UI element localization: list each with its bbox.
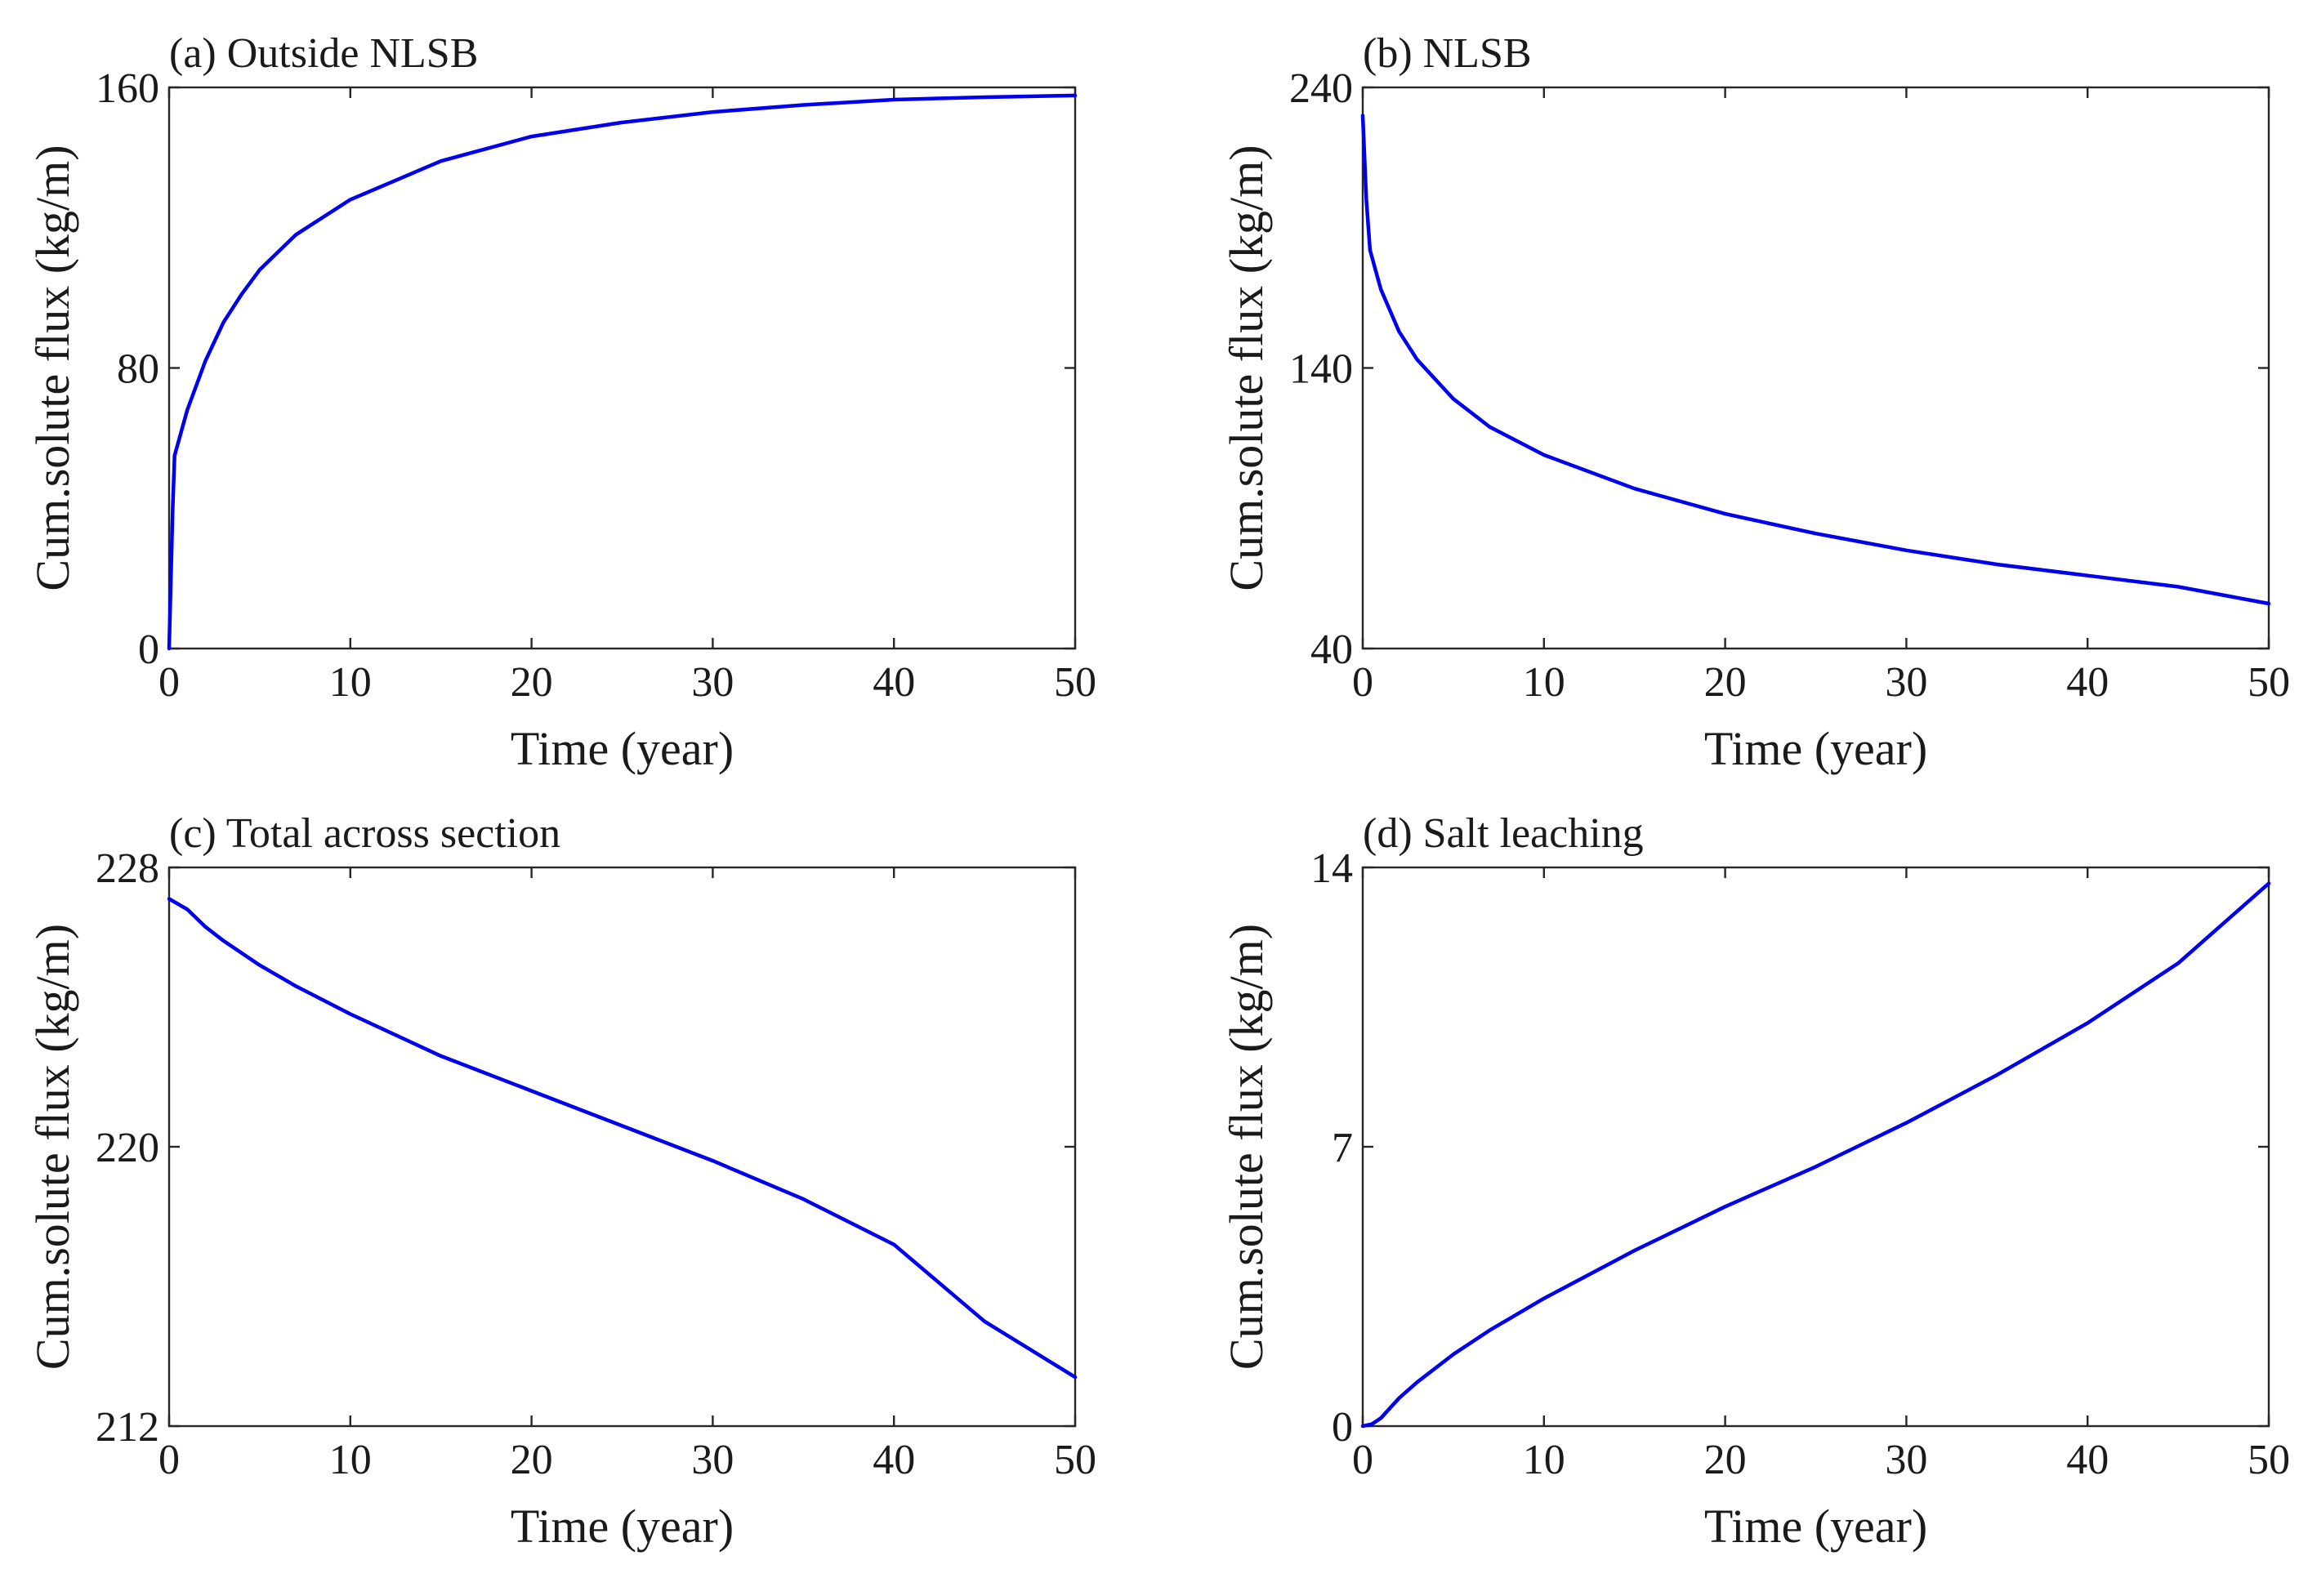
panel-a: 0 10 20 30 40 50 0 80 160 Time (year) Cum.solute f… <box>26 30 1096 775</box>
y-tick-label: 212 <box>96 1404 159 1451</box>
x-tick-label: 0 <box>158 659 180 706</box>
y-tick-label: 0 <box>1332 1404 1353 1451</box>
panel-d: 0 10 20 30 40 50 0 7 14 Time (year) Cum.solute flu… <box>1220 810 2290 1553</box>
x-tick-label: 30 <box>1885 659 1927 706</box>
x-axis-label: Time (year) <box>511 1500 734 1553</box>
y-axis-label: Cum.solute flux (kg/m) <box>1220 924 1273 1370</box>
x-axis-label: Time (year) <box>1704 1500 1927 1553</box>
y-tick-label: 220 <box>96 1125 159 1171</box>
x-tick-label: 0 <box>1352 1437 1373 1483</box>
y-tick-label: 80 <box>117 346 159 393</box>
y-tick-label: 140 <box>1289 346 1353 393</box>
x-tick-label: 20 <box>511 659 553 706</box>
x-tick-label: 50 <box>2248 659 2290 706</box>
x-tick-label: 0 <box>1352 659 1373 706</box>
x-tick-label: 10 <box>329 659 372 706</box>
x-tick-label: 20 <box>1704 659 1747 706</box>
y-tick-label: 40 <box>1310 626 1353 673</box>
plot-frame-b <box>1361 86 2270 650</box>
x-tick-label: 20 <box>511 1437 553 1483</box>
x-axis-label: Time (year) <box>1704 722 1927 775</box>
x-tick-label: 30 <box>1885 1437 1927 1483</box>
x-tick-label: 20 <box>1704 1437 1747 1483</box>
series-line-a <box>167 93 1078 651</box>
series-line-c <box>167 897 1078 1380</box>
panel-title-c: (c) Total across section <box>169 810 560 857</box>
panel-title-d: (d) Salt leaching <box>1363 810 1644 857</box>
plot-frame-d <box>1361 866 2270 1428</box>
y-axis-label: Cum.solute flux (kg/m) <box>26 924 79 1370</box>
x-tick-label: 10 <box>1523 659 1565 706</box>
y-axis-label: Cum.solute flux (kg/m) <box>26 145 79 591</box>
x-tick-label: 40 <box>2066 659 2109 706</box>
y-tick-label: 14 <box>1310 845 1353 892</box>
x-tick-label: 40 <box>873 1437 915 1483</box>
y-tick-label: 240 <box>1289 65 1353 112</box>
plot-frame-c <box>167 866 1077 1428</box>
panel-c: 0 10 20 30 40 50 212 220 228 Time (year) Cum.solut… <box>26 810 1096 1553</box>
y-tick-label: 7 <box>1332 1125 1353 1171</box>
y-tick-label: 0 <box>138 626 159 673</box>
panel-title-b: (b) NLSB <box>1363 30 1532 77</box>
x-tick-label: 0 <box>158 1437 180 1483</box>
y-axis-label: Cum.solute flux (kg/m) <box>1220 145 1273 591</box>
panel-title-a: (a) Outside NLSB <box>169 30 478 77</box>
x-tick-label: 40 <box>2066 1437 2109 1483</box>
x-tick-label: 10 <box>329 1437 372 1483</box>
x-tick-label: 40 <box>873 659 915 706</box>
y-tick-label: 160 <box>96 65 159 112</box>
x-axis-label: Time (year) <box>511 722 734 775</box>
plot-frame-a <box>167 86 1077 650</box>
series-line-b <box>1360 114 2271 606</box>
series-line-d <box>1360 881 2271 1429</box>
y-tick-label: 228 <box>96 845 159 892</box>
x-tick-label: 50 <box>1054 659 1096 706</box>
x-tick-label: 30 <box>691 659 734 706</box>
x-tick-label: 30 <box>691 1437 734 1483</box>
panel-b: 0 10 20 30 40 50 40 140 240 Time (year) Cum.solute… <box>1220 30 2290 775</box>
x-tick-label: 50 <box>1054 1437 1096 1483</box>
x-tick-label: 50 <box>2248 1437 2290 1483</box>
x-tick-label: 10 <box>1523 1437 1565 1483</box>
